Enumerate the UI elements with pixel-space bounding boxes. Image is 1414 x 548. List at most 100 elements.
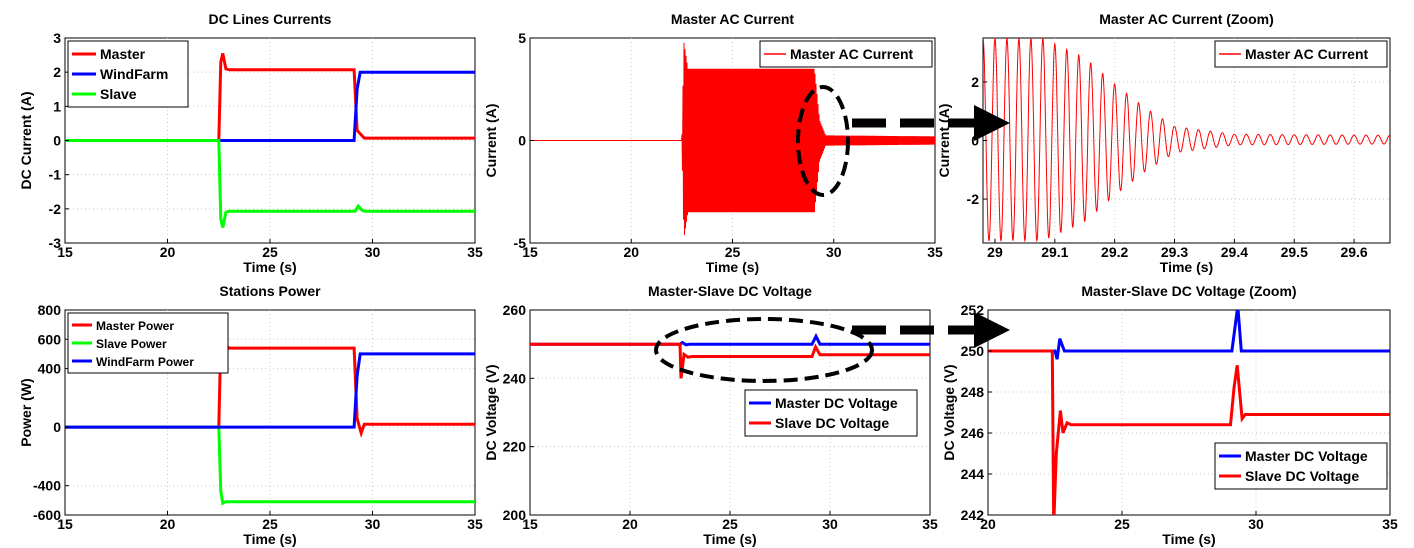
chart-master-slave-dc-voltage-zoom: 20 25 30 35 242 244 246 248 250 252 Master-Slave D… bbox=[941, 283, 1398, 547]
y-tick-label: 3 bbox=[53, 30, 61, 46]
series-line-master-ac-current bbox=[530, 42, 935, 236]
x-axis-label: Time (s) bbox=[1160, 259, 1213, 275]
series-line-master bbox=[65, 53, 475, 142]
x-tick-label: 25 bbox=[262, 516, 278, 532]
x-tick-label: 29.5 bbox=[1281, 244, 1308, 260]
y-axis-label: Current (A) bbox=[936, 104, 952, 178]
series-line-master-ac-current bbox=[983, 38, 1390, 243]
x-tick-label: 30 bbox=[365, 244, 381, 260]
legend-label-master: Master bbox=[100, 46, 146, 62]
y-tick-label: -600 bbox=[33, 507, 61, 523]
y-tick-label: 0 bbox=[971, 133, 979, 149]
y-tick-label: 800 bbox=[38, 302, 62, 318]
y-tick-label: -1 bbox=[49, 167, 62, 183]
legend-label-windfarm-power: WindFarm Power bbox=[96, 355, 194, 369]
y-tick-label: 2 bbox=[971, 74, 979, 90]
y-tick-label: 0 bbox=[518, 133, 526, 149]
x-tick-label: 20 bbox=[980, 516, 996, 532]
y-tick-label: 260 bbox=[503, 302, 527, 318]
x-tick-label: 20 bbox=[160, 244, 176, 260]
legend-label-slave-power: Slave Power bbox=[96, 337, 167, 351]
x-tick-label: 15 bbox=[57, 244, 73, 260]
x-tick-label: 35 bbox=[467, 244, 483, 260]
legend-label-slave-dc-voltage: Slave DC Voltage bbox=[775, 415, 889, 431]
y-tick-label: 244 bbox=[961, 466, 985, 482]
y-tick-label: 1 bbox=[53, 98, 61, 114]
legend: Master WindFarm Slave bbox=[67, 40, 189, 108]
x-tick-label: 25 bbox=[1114, 516, 1130, 532]
legend-box bbox=[1214, 442, 1388, 490]
y-tick-label: 242 bbox=[961, 507, 985, 523]
x-tick-label: 30 bbox=[822, 516, 838, 532]
chart-title: DC Lines Currents bbox=[209, 11, 332, 27]
x-axis-label: Time (s) bbox=[703, 531, 756, 547]
x-tick-label: 29.6 bbox=[1340, 244, 1367, 260]
y-tick-label: 400 bbox=[38, 361, 62, 377]
legend-label-master-power: Master Power bbox=[96, 319, 174, 333]
y-tick-label: -3 bbox=[49, 235, 62, 251]
legend-label-slave: Slave bbox=[100, 86, 137, 102]
series-line-windfarm-power bbox=[65, 352, 475, 429]
x-tick-label: 20 bbox=[160, 516, 176, 532]
x-tick-label: 15 bbox=[522, 516, 538, 532]
x-tick-label: 35 bbox=[1382, 516, 1398, 532]
chart-title: Master AC Current (Zoom) bbox=[1099, 11, 1274, 27]
y-tick-label: -400 bbox=[33, 478, 61, 494]
chart-master-ac-current: 15 20 25 30 35 -5 0 5 Master AC Current Time (s) C… bbox=[483, 11, 943, 275]
y-tick-label: 246 bbox=[961, 425, 985, 441]
legend-box bbox=[744, 389, 918, 437]
series-line-windfarm bbox=[65, 70, 475, 142]
y-axis-label: DC Voltage (V) bbox=[483, 364, 499, 460]
y-tick-label: 2 bbox=[53, 64, 61, 80]
x-tick-label: 35 bbox=[467, 516, 483, 532]
legend-label-master-ac-current: Master AC Current bbox=[1245, 46, 1369, 62]
chart-stations-power: 15 20 25 30 35 -600 -400 0 400 600 800 Stations Pow… bbox=[18, 283, 483, 547]
x-axis-label: Time (s) bbox=[243, 259, 296, 275]
chart-master-ac-current-zoom: 29 29.1 29.2 29.3 29.4 29.5 29.6 -2 0 2 Master AC … bbox=[936, 11, 1391, 275]
legend: Master DC Voltage Slave DC Voltage bbox=[744, 389, 918, 437]
chart-master-slave-dc-voltage: 15 20 25 30 35 200 220 240 260 Master-Slave DC Vo… bbox=[483, 283, 938, 547]
legend: Master AC Current bbox=[759, 40, 933, 68]
chart-title: Master AC Current bbox=[671, 11, 795, 27]
legend-label-master-dc-voltage: Master DC Voltage bbox=[775, 395, 898, 411]
y-axis-label: Power (W) bbox=[18, 378, 34, 446]
x-tick-label: 15 bbox=[522, 244, 538, 260]
x-tick-label: 29.3 bbox=[1161, 244, 1188, 260]
x-tick-label: 25 bbox=[722, 516, 738, 532]
y-tick-label: 200 bbox=[503, 507, 527, 523]
x-tick-label: 29.4 bbox=[1221, 244, 1248, 260]
x-tick-label: 30 bbox=[365, 516, 381, 532]
plot-area bbox=[982, 37, 1391, 244]
zoom-annotations bbox=[654, 85, 1010, 383]
x-tick-label: 20 bbox=[622, 516, 638, 532]
x-tick-label: 30 bbox=[826, 244, 842, 260]
legend-box bbox=[67, 312, 229, 374]
x-axis-label: Time (s) bbox=[706, 259, 759, 275]
legend: Master AC Current bbox=[1214, 40, 1388, 68]
legend-box bbox=[1214, 40, 1388, 68]
y-axis-label: Current (A) bbox=[483, 104, 499, 178]
y-tick-label: 0 bbox=[53, 419, 61, 435]
legend: Master Power Slave Power WindFarm Power bbox=[67, 312, 229, 374]
series-line-slave-dc-voltage bbox=[530, 342, 930, 379]
y-tick-label: 240 bbox=[503, 370, 527, 386]
y-axis-label: DC Voltage (V) bbox=[941, 364, 957, 460]
x-tick-label: 20 bbox=[623, 244, 639, 260]
x-tick-label: 35 bbox=[927, 244, 943, 260]
zoom-callout-ellipse-ac bbox=[796, 85, 850, 197]
legend-label-slave-dc-voltage: Slave DC Voltage bbox=[1245, 468, 1359, 484]
series-line-slave bbox=[65, 139, 475, 228]
legend-box bbox=[759, 40, 933, 68]
y-tick-label: 250 bbox=[961, 343, 985, 359]
chart-dc-lines-currents: 15 20 25 30 35 -3 -2 -1 0 1 2 3 DC Lines Currents Tim… bbox=[18, 11, 483, 275]
y-tick-label: 248 bbox=[961, 384, 985, 400]
y-tick-label: 220 bbox=[503, 439, 527, 455]
x-tick-label: 29.1 bbox=[1041, 244, 1068, 260]
y-tick-label: 5 bbox=[518, 30, 526, 46]
series-line-master-dc-voltage bbox=[988, 310, 1390, 360]
x-tick-label: 29.2 bbox=[1101, 244, 1128, 260]
x-axis-label: Time (s) bbox=[1162, 531, 1215, 547]
y-tick-label: -2 bbox=[49, 201, 62, 217]
x-tick-label: 30 bbox=[1248, 516, 1264, 532]
